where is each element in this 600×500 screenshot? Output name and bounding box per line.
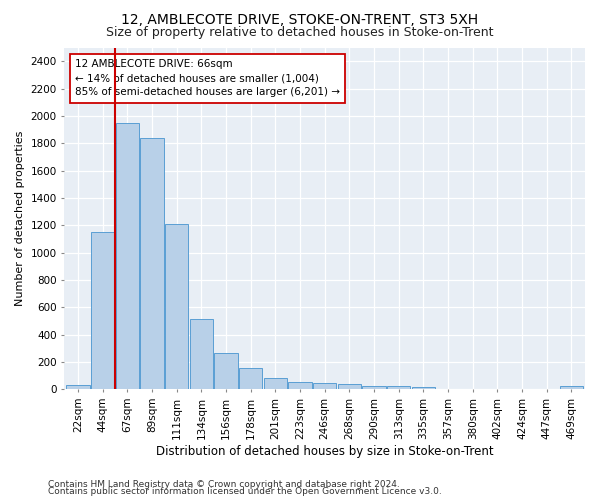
Text: Contains public sector information licensed under the Open Government Licence v3: Contains public sector information licen… — [48, 487, 442, 496]
Y-axis label: Number of detached properties: Number of detached properties — [15, 130, 25, 306]
Bar — [263, 378, 287, 389]
Bar — [313, 383, 337, 389]
Bar — [362, 386, 386, 389]
Bar — [289, 382, 312, 389]
Bar — [338, 384, 361, 389]
Bar — [190, 319, 213, 389]
Text: Size of property relative to detached houses in Stoke-on-Trent: Size of property relative to detached ho… — [106, 26, 494, 39]
Bar — [412, 387, 435, 389]
Text: 12, AMBLECOTE DRIVE, STOKE-ON-TRENT, ST3 5XH: 12, AMBLECOTE DRIVE, STOKE-ON-TRENT, ST3… — [121, 12, 479, 26]
Bar — [387, 386, 410, 389]
Bar — [140, 138, 164, 389]
Bar — [560, 386, 583, 389]
Bar — [165, 224, 188, 389]
X-axis label: Distribution of detached houses by size in Stoke-on-Trent: Distribution of detached houses by size … — [156, 444, 494, 458]
Text: 12 AMBLECOTE DRIVE: 66sqm
← 14% of detached houses are smaller (1,004)
85% of se: 12 AMBLECOTE DRIVE: 66sqm ← 14% of detac… — [75, 60, 340, 98]
Bar — [91, 232, 115, 389]
Bar — [239, 368, 262, 389]
Bar — [66, 385, 90, 389]
Bar — [116, 122, 139, 389]
Bar — [214, 353, 238, 389]
Text: Contains HM Land Registry data © Crown copyright and database right 2024.: Contains HM Land Registry data © Crown c… — [48, 480, 400, 489]
